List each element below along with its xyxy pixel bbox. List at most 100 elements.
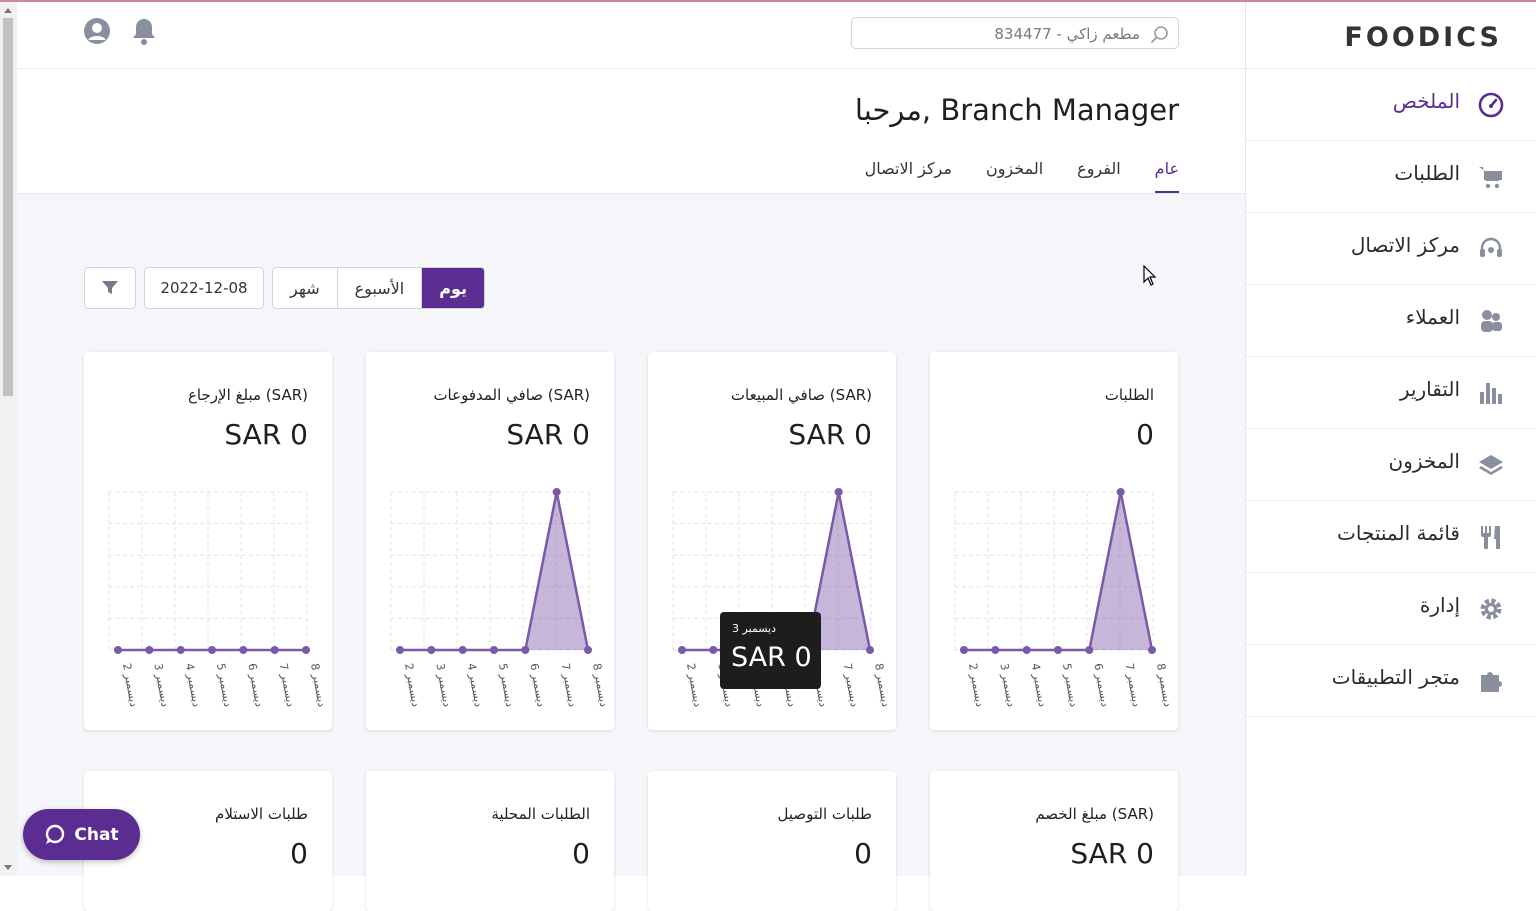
card-value: SAR 0	[506, 418, 590, 451]
data-point	[176, 646, 185, 654]
period-selector: شهر الأسبوع يوم	[272, 267, 485, 309]
tab-branches[interactable]: الفروع	[1077, 159, 1121, 178]
x-tick-label: 2 ديسمبر	[402, 662, 422, 708]
dine-in-orders-card: الطلبات المحلية 0	[366, 771, 614, 911]
scroll-down-arrow-icon[interactable]	[4, 865, 12, 870]
chat-button[interactable]: Chat	[23, 809, 140, 860]
data-point	[1085, 646, 1094, 654]
orders-chart: 2 ديسمبر 3 ديسمبر 4 ديسمبر 5 ديسمبر 6 ديسمبر…	[954, 488, 1175, 708]
bell-icon[interactable]	[131, 17, 157, 45]
tab-inventory[interactable]: المخزون	[985, 159, 1044, 178]
x-tick-label: 8 ديسمبر	[590, 662, 610, 708]
sidebar-item-menu[interactable]: قائمة المنتجات	[1246, 501, 1536, 573]
layers-icon	[1479, 455, 1503, 475]
sidebar-item-call-center[interactable]: مركز الاتصال	[1246, 213, 1536, 285]
card-title: مبلغ الخصم (SAR)	[1035, 805, 1154, 823]
x-tick-label: 8 ديسمبر	[1154, 662, 1174, 708]
window-top-border	[0, 0, 1536, 2]
x-tick-label: 5 ديسمبر	[496, 662, 516, 708]
utensils-icon	[1481, 526, 1500, 549]
net-payments-card: صافي المدفوعات (SAR) SAR 0 2 ديسمبر 3 ديس…	[366, 352, 614, 730]
sidebar-item-label: الطلبات	[1394, 161, 1460, 185]
data-point	[991, 646, 1000, 654]
data-point	[427, 646, 436, 654]
orders-card: الطلبات 0 2 ديسمبر 3 ديسمبر 4 ديسمبر 5 ديسم…	[930, 352, 1178, 730]
tooltip-date: 3 ديسمبر	[732, 622, 777, 635]
x-tick-label: 4 ديسمبر	[465, 662, 485, 708]
period-day-button[interactable]: يوم	[421, 268, 484, 308]
x-tick-label: 6 ديسمبر	[527, 662, 547, 708]
filter-button[interactable]	[84, 267, 136, 309]
data-point	[239, 646, 248, 654]
discount-amount-card: مبلغ الخصم (SAR) SAR 0	[930, 771, 1178, 911]
card-value: SAR 0	[1070, 837, 1154, 870]
sidebar-item-label: المخزون	[1388, 449, 1460, 473]
scroll-thumb[interactable]	[3, 18, 13, 396]
card-title: الطلبات المحلية	[491, 805, 590, 823]
sidebar-item-app-store[interactable]: متجر التطبيقات	[1246, 645, 1536, 717]
series-area	[682, 492, 870, 650]
card-value: 0	[1136, 418, 1154, 451]
foodics-logo[interactable]: FOODICS	[1344, 22, 1502, 53]
mouse-cursor-icon	[1143, 265, 1157, 286]
x-tick-label: 5 ديسمبر	[1060, 662, 1080, 708]
data-point	[866, 646, 874, 654]
card-value: 0	[290, 837, 308, 870]
puzzle-icon	[1481, 672, 1502, 692]
card-title: صافي المدفوعات (SAR)	[433, 386, 590, 404]
data-point	[1116, 488, 1125, 496]
vertical-scrollbar[interactable]	[0, 2, 18, 876]
data-point	[396, 646, 404, 654]
period-month-button[interactable]: شهر	[290, 278, 320, 298]
card-title: الطلبات	[1104, 386, 1154, 404]
dashboard-icon	[1478, 92, 1504, 118]
x-tick-label: 7 ديسمبر	[841, 662, 861, 708]
sidebar-item-label: مركز الاتصال	[1350, 233, 1460, 257]
x-tick-label: 3 ديسمبر	[151, 662, 171, 708]
x-tick-label: 6 ديسمبر	[1091, 662, 1111, 708]
sidebar-item-label: متجر التطبيقات	[1331, 665, 1460, 689]
card-value: 0	[572, 837, 590, 870]
tab-call-center[interactable]: مركز الاتصال	[864, 159, 952, 178]
sidebar-item-label: العملاء	[1405, 305, 1460, 329]
delivery-orders-card: طلبات التوصيل 0	[648, 771, 896, 911]
sidebar-item-inventory[interactable]: المخزون	[1246, 429, 1536, 501]
data-point	[584, 646, 592, 654]
search-input[interactable]	[868, 22, 1142, 46]
tab-general[interactable]: عام	[1154, 159, 1179, 193]
x-tick-label: 2 ديسمبر	[684, 662, 704, 708]
x-tick-label: 5 ديسمبر	[214, 662, 234, 708]
x-tick-label: 3 ديسمبر	[433, 662, 453, 708]
data-point	[709, 646, 718, 654]
x-tick-label: 6 ديسمبر	[245, 662, 265, 708]
net-payments-chart: 2 ديسمبر 3 ديسمبر 4 ديسمبر 5 ديسمبر 6 ديسمبر…	[390, 488, 611, 708]
tab-bar: عام الفروع المخزون مركز الاتصال	[864, 159, 1179, 193]
data-point	[1022, 646, 1031, 654]
sidebar-item-customers[interactable]: العملاء	[1246, 285, 1536, 357]
data-point	[1148, 646, 1156, 654]
sidebar-item-summary[interactable]: الملخص	[1246, 69, 1536, 141]
sidebar-item-reports[interactable]: التقارير	[1246, 357, 1536, 429]
data-point	[302, 646, 310, 654]
data-point	[208, 646, 216, 654]
sidebar-item-label: التقارير	[1399, 377, 1460, 401]
data-point	[552, 488, 561, 496]
branch-search[interactable]	[851, 17, 1179, 49]
scroll-up-arrow-icon[interactable]	[4, 8, 12, 13]
sidebar-item-orders[interactable]: الطلبات	[1246, 141, 1536, 213]
headset-icon	[1480, 237, 1502, 257]
net-sales-card: صافي المبيعات (SAR) SAR 0 2 ديسمبر 3 ديسم…	[648, 352, 896, 730]
x-tick-label: 3 ديسمبر	[997, 662, 1017, 708]
card-title: طلبات الاستلام	[215, 805, 308, 823]
customers-icon	[1481, 310, 1502, 332]
refund-amount-card: مبلغ الإرجاع (SAR) SAR 0 2 ديسمبر 3 ديسمب…	[84, 352, 332, 730]
period-week-button[interactable]: الأسبوع	[336, 268, 422, 308]
data-point	[458, 646, 467, 654]
date-picker[interactable]: 2022-12-08	[144, 267, 264, 309]
x-tick-label: 8 ديسمبر	[308, 662, 328, 708]
user-icon[interactable]	[83, 17, 111, 45]
chat-label: Chat	[74, 824, 119, 845]
x-tick-label: 7 ديسمبر	[1123, 662, 1143, 708]
sidebar-item-management[interactable]: إدارة	[1246, 573, 1536, 645]
data-point	[114, 646, 122, 654]
